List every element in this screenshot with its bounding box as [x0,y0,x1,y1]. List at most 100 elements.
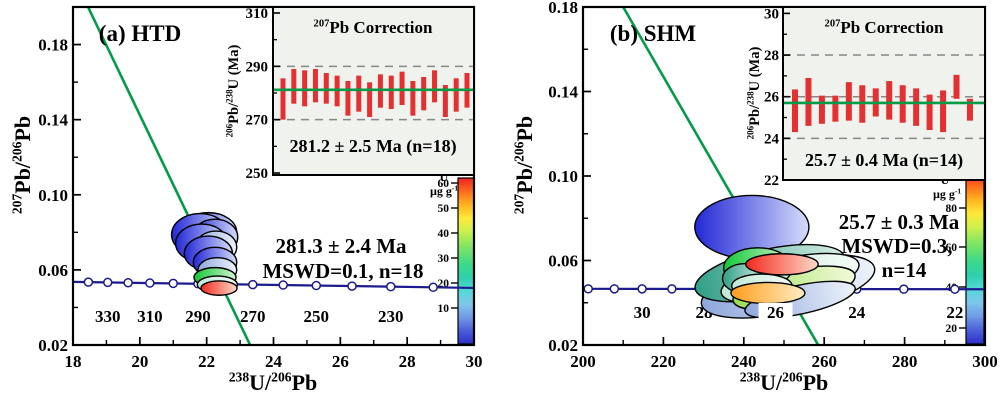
concordia-marker [950,284,960,294]
colorbar-tick-label: 20 [438,278,450,290]
x-axis-title: 238U/206Pb [229,370,318,395]
concordia-marker [667,284,677,294]
mean-age-annotation: MSWD=0.3, [841,234,952,258]
x-tick-label: 240 [731,352,757,371]
weighted-mean-bar [367,82,373,117]
concordia-age-label: 24 [848,303,866,322]
weighted-mean-bar [966,98,973,121]
concordia-marker [123,277,133,288]
panel-b: 80604020Uµg g-13028222624200220240260280… [512,0,998,395]
concordia-age-label: 270 [240,307,266,326]
concordia-age-label: 230 [378,307,404,326]
concordia-marker [168,278,178,289]
y-tick-label: 0.02 [38,336,68,355]
colorbar-strip [457,177,475,345]
mean-age-annotation: MSWD=0.1, n=18 [262,259,423,283]
y-tick-label: 0.10 [38,186,68,205]
inset-y-axis-title: 206Pb/238U (Ma) [224,45,242,138]
weighted-mean-bar [926,94,933,131]
weighted-mean-bar [913,88,920,126]
concordia-marker [428,282,438,293]
inset-y-tick-label: 22 [764,173,779,189]
colorbar-tick-label: 60 [438,178,450,190]
concordia-marker [83,277,94,287]
weighted-mean-bar [356,75,362,112]
concordia-marker [609,284,620,294]
y-tick-label: 0.02 [548,336,578,355]
colorbar-units: µg g-1 [933,186,961,201]
x-tick-label: 22 [198,352,215,371]
x-tick-label: 20 [131,352,148,371]
error-ellipse [730,281,806,305]
weighted-mean-bar [345,80,351,116]
colorbar-tick-label: 30 [438,253,450,265]
concordia-age-label: 250 [304,307,330,326]
x-tick-label: 28 [399,352,416,371]
weighted-mean-bar [453,78,459,112]
concordia-marker [248,279,258,290]
colorbar-tick-label: 60 [946,242,958,254]
inset-y-tick-label: 250 [246,166,269,182]
x-tick-label: 30 [466,352,483,371]
inset-mean-note: 25.7 ± 0.4 Ma (n=14) [805,150,963,171]
inset-weighted-mean: 22 24 26 28 30 207Pb Correction 206Pb/238U (Ma… [745,6,986,189]
weighted-mean-bar [953,74,960,99]
weighted-mean-bar [388,75,394,109]
weighted-mean-bar [421,76,427,111]
x-tick-label: 18 [65,352,82,371]
panel-label: (a) HTD [99,21,181,46]
x-tick-label: 260 [811,352,837,371]
x-tick-label: 24 [265,352,283,371]
concordia-marker [899,284,909,294]
inset-y-tick-label: 30 [764,6,779,22]
x-axis-title: 238U/206Pb [740,370,829,395]
y-tick-label: 0.06 [38,261,68,280]
inset-y-tick-label: 270 [246,113,269,129]
inset-title: 207Pb Correction [825,18,944,37]
weighted-mean-bar [940,90,947,133]
inset-y-tick-label: 310 [246,6,269,22]
concordia-marker [278,280,288,290]
error-ellipse [200,280,238,296]
colorbar-title: U [440,170,449,184]
concordia-age-label: 330 [95,307,121,326]
y-tick-label: 0.18 [548,0,578,17]
age-label-box [758,303,793,323]
concordia-age-label: 310 [137,307,163,326]
error-ellipse [745,253,819,276]
concordia-marker [583,284,593,294]
y-tick-label: 0.10 [548,167,578,186]
x-tick-label: 300 [972,352,998,371]
panel-label: (b) SHM [610,21,697,46]
inset-weighted-mean: 250 270 290 310 207Pb Correction 206Pb/238U (… [224,6,475,182]
weighted-mean-bar [399,71,405,105]
weighted-mean-bar [291,68,297,104]
weighted-mean-bar [410,80,416,116]
colorbar-tick-label: 10 [438,303,450,315]
concordia: 330 310 290 270 250 230 [72,277,475,326]
panel-a: 60 50 40 30 20 10 Uµg g-1 330 310 290 270 250 230 18 2… [10,5,483,395]
y-axis-title: 207Pb/206Pb [10,116,35,214]
concordia-age-label: 290 [185,307,211,326]
inset-y-tick-label: 290 [246,59,269,75]
inset-border [272,6,475,176]
colorbar-tick-label: 40 [438,228,450,240]
error-ellipses [694,194,876,319]
axes: 18 20 22 24 26 28 30 0.02 0.06 0.10 0.14 0.18 238U/2… [10,5,483,395]
y-tick-label: 0.06 [548,252,578,271]
concordia-marker [637,284,647,294]
y-tick-label: 0.14 [38,111,68,130]
colorbar: 60 50 40 30 20 10 Uµg g-1 [430,170,475,345]
weighted-mean-bar [280,78,286,120]
weighted-mean-bar [818,95,825,124]
weighted-mean-bar [323,72,329,104]
weighted-mean-bar [832,95,839,122]
colorbar-tick-label: 20 [946,323,958,335]
weighted-mean-bar [302,70,308,107]
concordia-age-label: 22 [946,303,963,322]
y-axis-title: 207Pb/206Pb [512,116,537,214]
mean-age-annotation: 281.3 ± 2.4 Ma [275,234,407,258]
weighted-mean-bar [312,68,318,103]
colorbar-tick-label: 80 [946,203,958,215]
